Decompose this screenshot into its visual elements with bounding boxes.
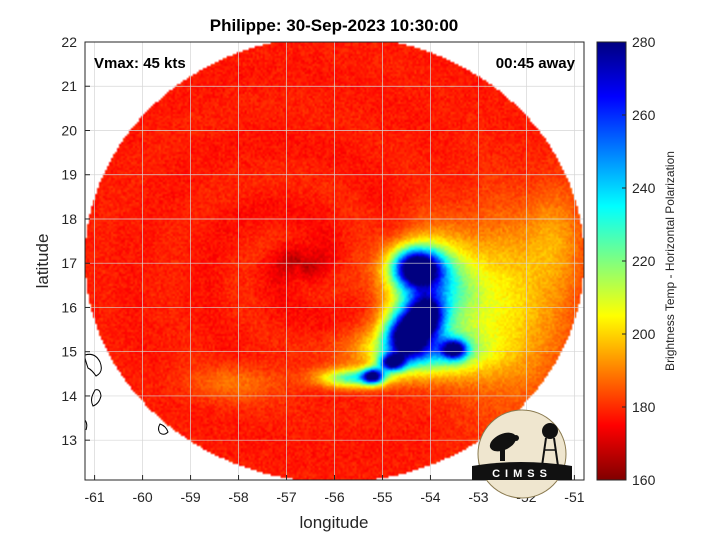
colorbar-tick-label: 280 xyxy=(632,34,656,50)
logo-dish xyxy=(489,432,517,452)
chart-title: Philippe: 30-Sep-2023 10:30:00 xyxy=(210,16,459,35)
y-tick-label: 18 xyxy=(61,211,77,227)
colorbar-tick-label: 240 xyxy=(632,180,656,196)
x-tick-label: -59 xyxy=(180,489,200,505)
x-tick-label: -53 xyxy=(468,489,488,505)
x-tick-label: -60 xyxy=(132,489,152,505)
x-tick-label: -57 xyxy=(276,489,296,505)
vmax-annotation: Vmax: 45 kts xyxy=(94,55,186,72)
y-tick-label: 21 xyxy=(61,78,77,94)
y-tick-label: 19 xyxy=(61,167,77,183)
y-axis-label: latitude xyxy=(33,234,52,289)
cimss-logo: CIMSS xyxy=(472,409,572,499)
y-tick-label: 16 xyxy=(61,299,77,315)
time-away-annotation: 00:45 away xyxy=(496,55,576,72)
x-axis-label: longitude xyxy=(299,513,368,532)
y-tick-label: 14 xyxy=(61,388,77,404)
colorbar-tick-label: 160 xyxy=(632,472,656,488)
grid-lines xyxy=(85,42,584,480)
x-tick-label: -56 xyxy=(324,489,344,505)
colorbar xyxy=(596,41,627,481)
y-tick-label: 15 xyxy=(61,344,77,360)
colorbar-label: Brightness Temp - Horizontal Polarizatio… xyxy=(663,151,677,371)
logo-tower-ball xyxy=(542,423,558,439)
logo-text: CIMSS xyxy=(492,468,552,480)
logo-disc xyxy=(477,409,567,499)
x-tick-label: -54 xyxy=(420,489,440,505)
x-tick-label: -61 xyxy=(84,489,104,505)
colorbar-ticks: 160 180 200 220 240 260 280 xyxy=(622,34,656,488)
x-tick-label: -55 xyxy=(372,489,392,505)
colorbar-tick-label: 220 xyxy=(632,253,656,269)
colorbar-tick-label: 260 xyxy=(632,107,656,123)
x-tick-label: -51 xyxy=(564,489,584,505)
x-axis: -61-60-59-58-57-56-55-54-53-52-51 xyxy=(84,475,585,505)
y-tick-label: 13 xyxy=(61,432,77,448)
y-tick-label: 20 xyxy=(61,122,77,138)
coastline xyxy=(85,353,169,435)
colorbar-tick-label: 180 xyxy=(632,399,656,415)
y-tick-label: 17 xyxy=(61,255,77,271)
y-tick-label: 22 xyxy=(61,34,77,50)
colorbar-tick-label: 200 xyxy=(632,326,656,342)
x-tick-label: -58 xyxy=(228,489,248,505)
y-axis: 13 14 15 16 17 18 19 20 21 22 xyxy=(61,34,90,448)
